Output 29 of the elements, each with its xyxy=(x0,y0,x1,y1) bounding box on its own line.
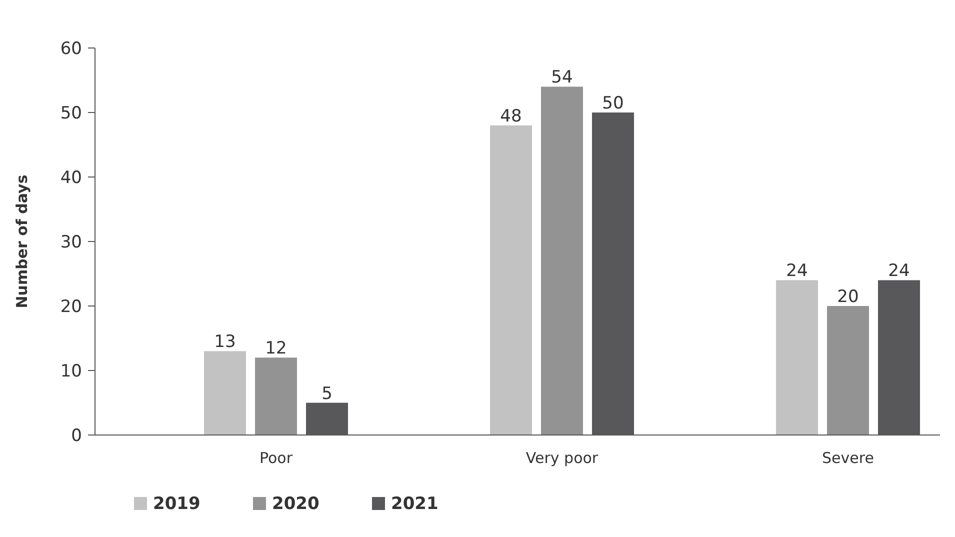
data-label: 12 xyxy=(265,338,287,359)
bar xyxy=(776,280,818,435)
y-tick-label: 20 xyxy=(60,296,82,317)
data-label: 24 xyxy=(786,261,808,282)
data-label: 5 xyxy=(322,384,332,404)
data-label: 20 xyxy=(837,287,859,307)
data-label: 50 xyxy=(602,94,624,114)
y-tick-label: 50 xyxy=(60,103,82,124)
y-tick-label: 60 xyxy=(60,38,82,59)
data-label: 13 xyxy=(214,332,236,352)
bar xyxy=(541,86,583,435)
legend-label: 2019 xyxy=(153,494,200,514)
bar xyxy=(827,306,869,435)
y-tick-label: 0 xyxy=(71,426,82,446)
y-tick-label: 40 xyxy=(60,168,82,188)
legend-label: 2020 xyxy=(272,494,320,514)
data-label: 48 xyxy=(500,106,522,126)
bar xyxy=(255,358,297,435)
x-tick-label: Poor xyxy=(259,449,294,467)
data-label: 54 xyxy=(551,68,573,88)
y-tick-label: 30 xyxy=(60,232,82,252)
bar xyxy=(204,351,246,435)
y-tick-label: 10 xyxy=(60,361,82,382)
data-label: 24 xyxy=(888,261,910,282)
legend-label: 2021 xyxy=(391,494,438,514)
x-tick-label: Severe xyxy=(822,449,874,467)
bar xyxy=(490,125,532,435)
y-axis-title: Number of days xyxy=(13,174,31,308)
x-tick-label: Very poor xyxy=(526,449,599,467)
